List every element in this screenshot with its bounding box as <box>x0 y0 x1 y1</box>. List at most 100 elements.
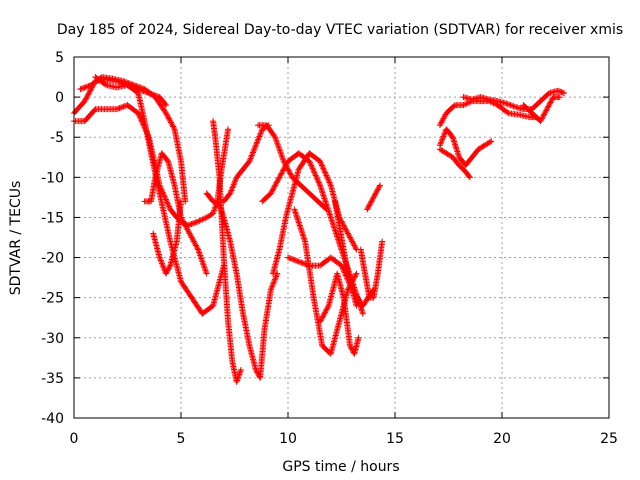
y-tick-label: 0 <box>55 90 64 106</box>
series-7 <box>203 190 281 381</box>
data-point <box>370 194 377 201</box>
data-point <box>278 170 285 177</box>
data-point <box>267 286 274 293</box>
data-point <box>255 134 262 141</box>
data-point <box>318 316 325 323</box>
data-point <box>321 168 328 175</box>
data-point <box>287 170 294 177</box>
data-point <box>232 177 239 184</box>
data-point <box>466 173 473 180</box>
data-point <box>141 124 148 131</box>
data-point <box>157 185 164 192</box>
data-point <box>186 230 193 237</box>
data-point <box>542 108 549 115</box>
data-point <box>319 163 326 170</box>
data-point <box>379 238 386 245</box>
data-point <box>506 101 513 108</box>
data-point <box>287 171 294 178</box>
data-point <box>180 219 187 226</box>
data-point <box>141 88 148 95</box>
data-point <box>252 143 259 150</box>
data-point <box>164 200 171 207</box>
data-point <box>137 87 144 94</box>
data-point <box>254 369 261 376</box>
data-point <box>366 202 373 209</box>
series-3 <box>141 150 210 277</box>
data-point <box>231 178 238 185</box>
series-22 <box>460 87 568 113</box>
data-point <box>317 158 324 165</box>
data-point <box>84 83 91 90</box>
data-point <box>310 166 317 173</box>
data-point <box>85 90 92 97</box>
data-point <box>167 118 174 125</box>
data-point <box>147 90 154 97</box>
data-point <box>190 238 197 245</box>
data-point <box>317 159 324 166</box>
chart-title: Day 185 of 2024, Sidereal Day-to-day VTE… <box>57 22 623 38</box>
data-point <box>91 107 98 114</box>
data-point <box>251 145 258 152</box>
data-point <box>165 265 172 272</box>
data-point <box>166 203 173 210</box>
data-point <box>163 270 170 277</box>
data-point <box>157 183 164 190</box>
data-point <box>78 85 85 92</box>
data-point <box>247 155 254 162</box>
data-point <box>188 220 195 227</box>
data-point <box>189 235 196 242</box>
data-point <box>81 98 88 105</box>
data-point <box>372 191 379 198</box>
data-point <box>195 218 202 225</box>
data-point <box>192 241 199 248</box>
data-point <box>308 163 315 170</box>
data-point <box>312 172 319 179</box>
data-point <box>145 90 152 97</box>
data-point <box>185 221 192 228</box>
data-point <box>227 188 234 195</box>
data-point <box>163 102 170 109</box>
data-point <box>161 192 168 199</box>
data-point <box>439 134 446 141</box>
series-8 <box>210 118 244 385</box>
data-point <box>157 257 164 264</box>
data-point <box>561 90 568 97</box>
grid <box>74 57 609 418</box>
data-point <box>295 258 302 265</box>
data-point <box>448 133 455 140</box>
data-point <box>82 84 89 91</box>
data-point <box>249 150 256 157</box>
data-point <box>229 184 236 191</box>
data-point <box>367 199 374 206</box>
data-point <box>271 276 278 283</box>
data-point <box>272 274 279 281</box>
data-point <box>461 101 468 108</box>
data-point <box>151 92 158 99</box>
data-point <box>298 259 305 266</box>
data-point <box>165 115 172 122</box>
data-point <box>436 122 443 129</box>
data-point <box>158 186 165 193</box>
data-point <box>538 115 545 122</box>
data-point <box>268 285 275 292</box>
data-point <box>369 195 376 202</box>
data-point <box>231 180 238 187</box>
data-point <box>510 103 517 110</box>
data-point <box>306 158 313 165</box>
data-point <box>160 190 167 197</box>
data-point <box>250 148 257 155</box>
data-point <box>286 168 293 175</box>
data-point <box>116 105 123 112</box>
data-point <box>310 168 317 175</box>
data-point <box>161 193 168 200</box>
data-point <box>120 103 127 110</box>
data-point <box>281 164 288 171</box>
data-point <box>307 161 314 168</box>
data-point <box>133 85 140 92</box>
data-point <box>191 239 198 246</box>
data-point <box>290 256 297 263</box>
data-point <box>128 83 135 90</box>
data-point <box>441 132 448 139</box>
data-point <box>249 149 256 156</box>
data-point <box>144 131 151 138</box>
